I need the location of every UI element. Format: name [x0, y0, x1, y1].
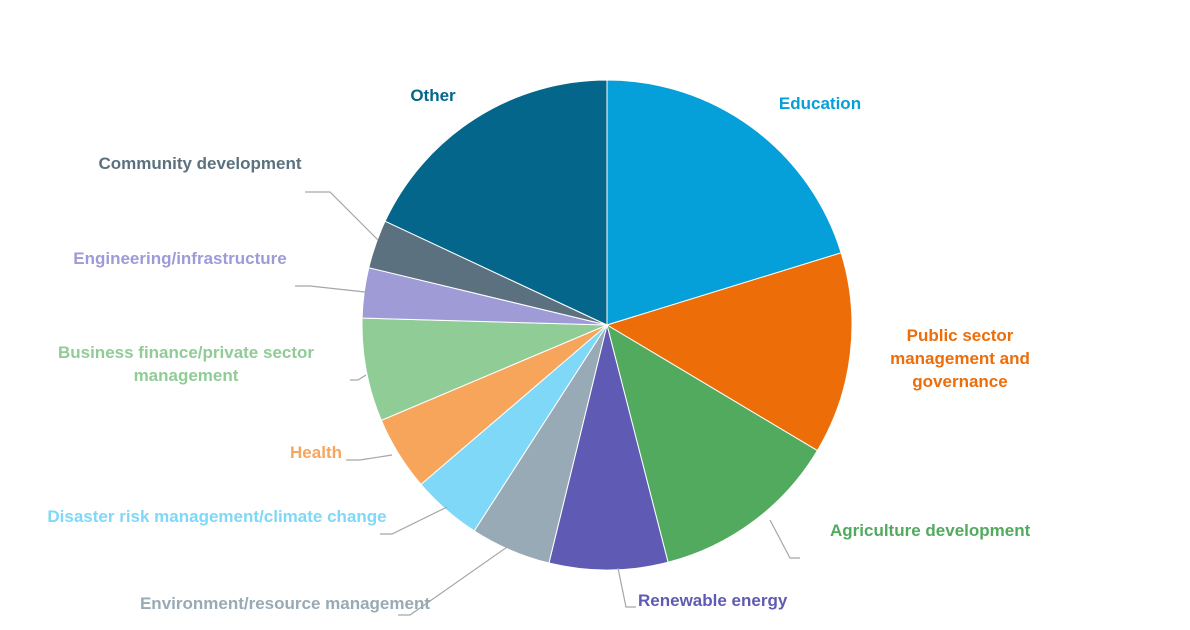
pie-slice [606, 323, 819, 563]
slice-label: Public sector management and governance [890, 326, 1030, 391]
slice-label: Business finance/private sector manageme… [57, 343, 315, 385]
slice-label: Agriculture development [830, 521, 1031, 540]
slice-label: Other [410, 86, 456, 105]
leader-line [398, 544, 511, 616]
leader-line [346, 454, 393, 461]
leader-line [380, 506, 448, 535]
slice-label: Renewable energy [638, 591, 788, 610]
pie-slice [605, 252, 853, 452]
pie-slice [606, 79, 842, 326]
leader-line [350, 374, 367, 381]
pie-slice [384, 79, 608, 326]
slice-label: Disaster risk management/climate change [47, 507, 387, 526]
leader-line [295, 285, 366, 293]
slice-label: Education [778, 94, 862, 113]
pie-slice [361, 317, 608, 422]
slice-label: Environment/resource management [139, 594, 430, 613]
leader-line [617, 567, 636, 608]
slice-label: Community development [98, 154, 302, 173]
slice-label: Health [290, 443, 342, 462]
leader-line [769, 519, 800, 559]
leader-line [305, 191, 379, 241]
pie-slice [548, 324, 669, 571]
slice-label: Engineering/infrastructure [73, 249, 287, 268]
